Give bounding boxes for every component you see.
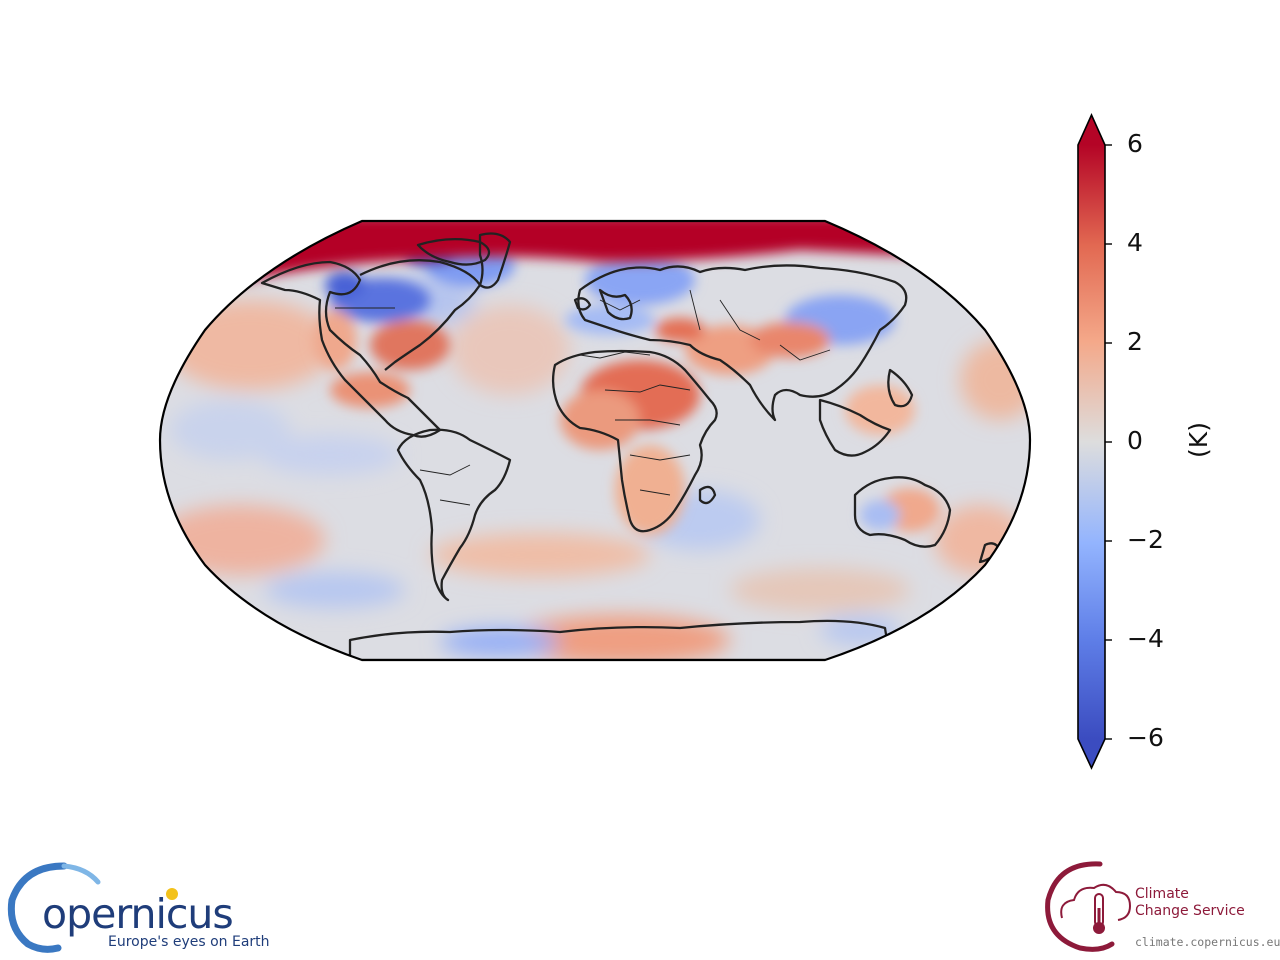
colorbar: 6 4 2 0 −2 −4 −6 (K) bbox=[1077, 113, 1213, 770]
colorbar-tick-label: 4 bbox=[1127, 228, 1143, 257]
copernicus-logo bbox=[7, 862, 178, 953]
c3s-ring-icon bbox=[1045, 861, 1115, 952]
colorbar-tick-label: 2 bbox=[1127, 327, 1143, 356]
colorbar-tick-label: 6 bbox=[1127, 129, 1143, 158]
c3s-name-line2: Change Service bbox=[1135, 903, 1245, 919]
colorbar-tick-label: 0 bbox=[1127, 426, 1143, 455]
copernicus-tagline: Europe's eyes on Earth bbox=[108, 934, 270, 950]
colorbar-tick-label: −6 bbox=[1127, 723, 1164, 752]
map-globe bbox=[158, 219, 1032, 662]
colorbar-extend-min bbox=[1078, 739, 1105, 768]
colorbar-tick-label: −4 bbox=[1127, 624, 1164, 653]
sun-dot-icon bbox=[166, 888, 178, 900]
copernicus-c-icon bbox=[7, 862, 68, 953]
c3s-name: Climate Change Service bbox=[1135, 886, 1245, 920]
c3s-name-line1: Climate bbox=[1135, 886, 1189, 902]
country-borders bbox=[335, 289, 831, 506]
c3s-logo bbox=[1045, 861, 1132, 952]
colorbar-gradient bbox=[1078, 145, 1105, 739]
globe-outline bbox=[158, 219, 1032, 662]
colorbar-extend-max bbox=[1078, 115, 1105, 145]
c3s-url: climate.copernicus.eu bbox=[1135, 935, 1280, 949]
colorbar-tick-label: −2 bbox=[1127, 525, 1164, 554]
colorbar-unit-label: (K) bbox=[1184, 422, 1213, 458]
copernicus-wordmark: opernicus bbox=[42, 890, 234, 938]
cloud-icon bbox=[1060, 883, 1132, 921]
coastlines bbox=[260, 232, 1002, 660]
colorbar-ticks: 6 4 2 0 −2 −4 −6 bbox=[1105, 129, 1164, 752]
